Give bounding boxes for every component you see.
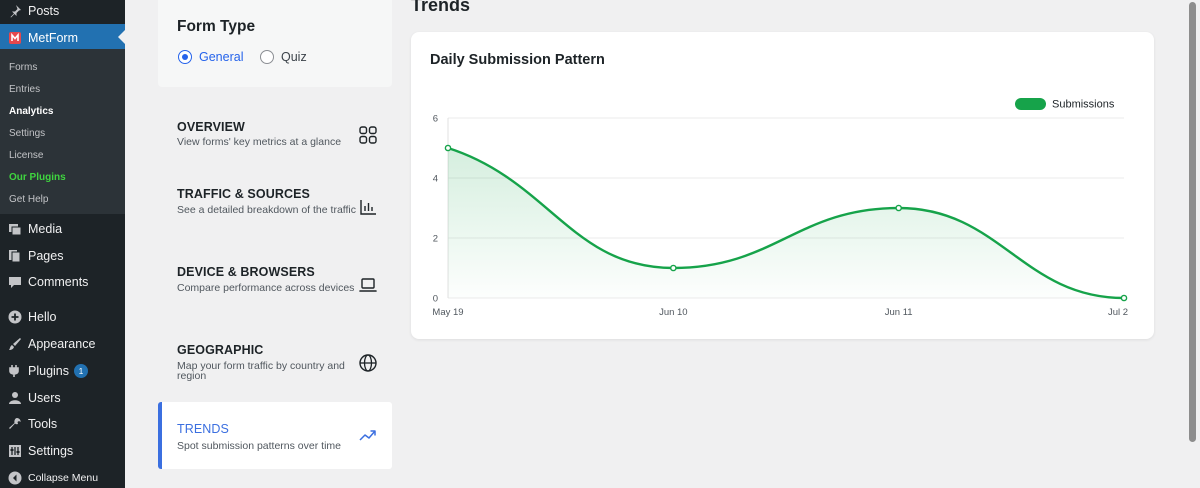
menu-label: Media — [28, 221, 63, 236]
globe-icon — [359, 354, 377, 372]
menu-users[interactable]: Users — [0, 384, 125, 411]
comments-icon — [7, 274, 23, 290]
submenu-settings[interactable]: Settings — [9, 128, 46, 139]
menu-pages[interactable]: Pages — [0, 242, 125, 269]
submenu-entries[interactable]: Entries — [9, 84, 41, 95]
menu-hello[interactable]: Hello — [0, 303, 125, 330]
media-icon — [7, 221, 23, 237]
form-type-card: Form Type General Quiz — [158, 0, 392, 87]
menu-settings[interactable]: Settings — [0, 437, 125, 464]
menu-label: Posts — [28, 3, 60, 18]
menu-label: Users — [28, 390, 61, 405]
collapse-menu-button[interactable]: Collapse Menu — [0, 464, 125, 488]
nav-title: OVERVIEW — [177, 120, 245, 134]
trending-icon — [359, 430, 376, 441]
brush-icon — [7, 336, 23, 352]
admin-sidebar: Posts MetForm Forms Entries Analytics Se… — [0, 0, 125, 488]
menu-media[interactable]: Media — [0, 215, 125, 242]
metform-icon — [7, 30, 23, 46]
nav-title: TRENDS — [177, 422, 229, 436]
menu-plugins[interactable]: Plugins 1 — [0, 357, 125, 384]
form-type-title: Form Type — [177, 18, 256, 35]
nav-desc: Map your form traffic by country and reg… — [177, 360, 345, 382]
scrollbar-thumb[interactable] — [1189, 2, 1196, 442]
series-area — [448, 148, 1124, 298]
settings-icon — [7, 443, 23, 459]
data-point — [444, 144, 452, 152]
menu-posts[interactable]: Posts — [0, 0, 125, 24]
radio-quiz[interactable]: Quiz — [260, 50, 307, 64]
x-tick-label: May 19 — [432, 307, 463, 318]
nav-title: TRAFFIC & SOURCES — [177, 187, 310, 201]
y-tick-label: 4 — [433, 174, 438, 185]
y-tick-label: 0 — [433, 294, 438, 305]
data-point — [670, 264, 677, 272]
series-line-submissions — [447, 146, 1125, 300]
menu-appearance[interactable]: Appearance — [0, 330, 125, 357]
nav-trends[interactable]: TRENDS Spot submission patterns over tim… — [158, 402, 392, 469]
bar-chart-icon — [360, 200, 376, 215]
menu-label: Collapse Menu — [28, 471, 99, 484]
nav-device-browsers[interactable]: DEVICE & BROWSERS Compare performance ac… — [158, 255, 392, 315]
pin-icon — [7, 3, 23, 19]
nav-title: DEVICE & BROWSERS — [177, 265, 315, 279]
menu-label: Hello — [28, 309, 57, 324]
laptop-icon — [359, 278, 377, 292]
grid-icon — [359, 126, 377, 144]
wrench-icon — [7, 416, 23, 432]
menu-label: Appearance — [28, 336, 96, 351]
menu-metform[interactable]: MetForm — [0, 24, 125, 51]
nav-overview[interactable]: OVERVIEW View forms' key metrics at a gl… — [158, 110, 392, 160]
menu-tools[interactable]: Tools — [0, 410, 125, 437]
radio-checked-icon — [178, 50, 192, 64]
plugins-update-badge: 1 — [74, 363, 88, 378]
menu-label: Settings — [28, 443, 74, 458]
menu-label: Plugins — [28, 363, 69, 378]
menu-label: Tools — [28, 416, 58, 431]
nav-title: GEOGRAPHIC — [177, 343, 264, 357]
submenu-license[interactable]: License — [9, 150, 44, 161]
y-tick-label: 6 — [433, 114, 438, 125]
submenu-our-plugins[interactable]: Our Plugins — [9, 172, 66, 183]
chart-title: Daily Submission Pattern — [430, 52, 605, 68]
pages-icon — [7, 248, 23, 264]
radio-general[interactable]: General — [178, 50, 243, 64]
vertical-scrollbar[interactable] — [1185, 0, 1200, 488]
x-tick-label: Jun 11 — [885, 307, 913, 318]
nav-desc: See a detailed breakdown of the traffic — [177, 204, 357, 216]
radio-label: General — [199, 50, 244, 64]
submenu-forms[interactable]: Forms — [9, 62, 38, 73]
collapse-icon — [7, 470, 23, 486]
radio-unchecked-icon — [260, 50, 274, 64]
nav-traffic-sources[interactable]: TRAFFIC & SOURCES See a detailed breakdo… — [158, 177, 392, 237]
menu-label: Comments — [28, 274, 89, 289]
page-title: Trends — [411, 0, 471, 15]
menu-comments[interactable]: Comments — [0, 268, 125, 295]
data-point — [895, 204, 902, 212]
metform-submenu: Forms Entries Analytics Settings License… — [0, 49, 125, 214]
radio-label: Quiz — [281, 50, 307, 64]
menu-label: Pages — [28, 248, 64, 263]
legend-label: Submissions — [1052, 99, 1115, 111]
menu-label: MetForm — [28, 30, 78, 45]
submenu-analytics[interactable]: Analytics — [9, 106, 54, 117]
nav-desc: Compare performance across devices — [177, 282, 355, 294]
plus-icon — [7, 309, 23, 325]
x-tick-label: Jun 10 — [659, 307, 688, 318]
nav-geographic[interactable]: GEOGRAPHIC Map your form traffic by coun… — [158, 333, 392, 393]
user-icon — [7, 390, 23, 406]
y-tick-label: 2 — [433, 234, 438, 245]
submission-chart: 0 2 4 6 May 19 Jun 10 Jun 11 Jul 2 Submissions — [432, 98, 1128, 318]
nav-desc: View forms' key metrics at a glance — [177, 136, 342, 148]
legend-swatch — [1015, 98, 1046, 110]
plugin-icon — [7, 363, 23, 379]
nav-desc: Spot submission patterns over time — [177, 440, 341, 452]
data-point — [1120, 294, 1128, 302]
submenu-get-help[interactable]: Get Help — [9, 194, 49, 205]
x-tick-label: Jul 2 — [1108, 307, 1128, 318]
chart-card: Daily Submission Pattern 0 2 4 6 May 19 Jun 1… — [411, 32, 1154, 339]
